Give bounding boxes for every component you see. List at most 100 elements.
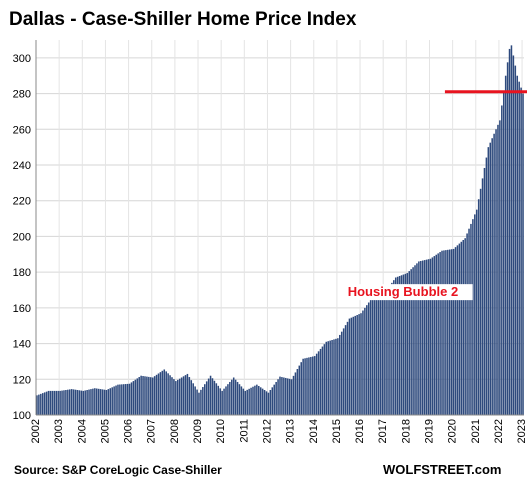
bar xyxy=(225,386,227,415)
bar xyxy=(396,276,399,415)
bar xyxy=(472,219,474,415)
bar xyxy=(51,390,54,415)
bar xyxy=(383,293,385,415)
bar xyxy=(103,389,106,415)
bar xyxy=(204,384,206,415)
bar xyxy=(221,390,223,415)
bar xyxy=(72,389,75,415)
bar xyxy=(385,290,387,415)
annotation-housing-bubble-2: Housing Bubble 2 xyxy=(344,284,473,301)
bar xyxy=(244,390,247,415)
bar xyxy=(421,260,424,415)
bar xyxy=(124,384,127,415)
brand-label: WOLFSTREET.com xyxy=(383,462,501,477)
x-axis: 2002 2003 2004 2005 2006 2007 2008 2009 2010 2011… xyxy=(30,419,528,443)
bar xyxy=(144,376,146,415)
bar xyxy=(464,238,466,415)
bar xyxy=(232,377,235,415)
bar xyxy=(375,295,378,415)
bar xyxy=(84,390,86,415)
chart-title: Dallas - Case-Shiller Home Price Index xyxy=(9,9,357,30)
bar xyxy=(150,377,152,415)
bar xyxy=(379,294,382,415)
bar xyxy=(387,288,389,415)
x-tick-label: 2022 xyxy=(493,419,505,443)
bar xyxy=(337,338,339,415)
bar xyxy=(321,346,324,415)
bar xyxy=(119,384,121,415)
bar xyxy=(178,378,181,415)
bar xyxy=(94,388,96,415)
bar xyxy=(497,124,499,416)
bar xyxy=(49,390,52,415)
bar xyxy=(504,75,507,415)
bar xyxy=(92,388,94,415)
bar xyxy=(246,389,248,415)
bar xyxy=(70,389,73,415)
bar xyxy=(82,390,85,415)
bar xyxy=(128,383,131,415)
bar xyxy=(306,357,308,415)
bar xyxy=(468,228,470,415)
bar xyxy=(522,93,524,416)
bar xyxy=(205,381,208,415)
bar xyxy=(485,157,488,416)
bar xyxy=(381,294,383,415)
bar xyxy=(40,393,42,415)
bar xyxy=(420,260,422,415)
bar xyxy=(408,271,410,415)
bar xyxy=(248,388,250,415)
bar xyxy=(346,321,349,415)
bar xyxy=(489,142,492,415)
bar xyxy=(111,387,113,415)
bar xyxy=(53,390,56,415)
bar xyxy=(142,376,144,415)
bar xyxy=(416,263,418,415)
bar xyxy=(109,388,112,415)
bar xyxy=(294,372,297,415)
bar xyxy=(406,273,409,415)
bar xyxy=(456,245,459,415)
bar xyxy=(427,259,430,415)
bar xyxy=(65,390,67,415)
bar xyxy=(418,261,420,415)
x-tick-label: 2020 xyxy=(447,419,459,443)
x-tick-label: 2005 xyxy=(99,419,111,443)
bar xyxy=(281,377,283,415)
bar xyxy=(435,254,438,415)
bar xyxy=(495,129,497,416)
bar xyxy=(63,390,65,415)
bar xyxy=(117,384,119,415)
bar xyxy=(327,341,329,415)
x-tick-label: 2019 xyxy=(423,419,435,443)
bar xyxy=(45,391,48,415)
bar xyxy=(159,372,162,415)
bar xyxy=(196,389,198,415)
bar xyxy=(344,325,347,415)
bar xyxy=(433,256,436,415)
x-tick-label: 2021 xyxy=(470,419,482,443)
bar xyxy=(310,356,312,415)
bar xyxy=(308,357,310,415)
bar xyxy=(126,383,129,415)
bar xyxy=(286,378,289,415)
bar xyxy=(339,334,341,415)
bar xyxy=(47,390,50,415)
bar xyxy=(331,340,333,415)
bar xyxy=(394,277,397,415)
bar xyxy=(439,252,441,415)
bar xyxy=(190,380,193,415)
bar xyxy=(285,377,287,415)
bar xyxy=(398,276,401,415)
bar xyxy=(312,356,314,415)
x-tick-label: 2006 xyxy=(123,419,135,443)
bar xyxy=(140,375,142,415)
x-tick-label: 2011 xyxy=(238,419,250,443)
bar xyxy=(510,45,513,415)
bar xyxy=(36,395,38,415)
bar xyxy=(138,377,140,415)
bar xyxy=(263,390,266,415)
y-tick-label: 160 xyxy=(13,303,31,315)
bar xyxy=(261,388,264,415)
bar xyxy=(90,389,92,415)
